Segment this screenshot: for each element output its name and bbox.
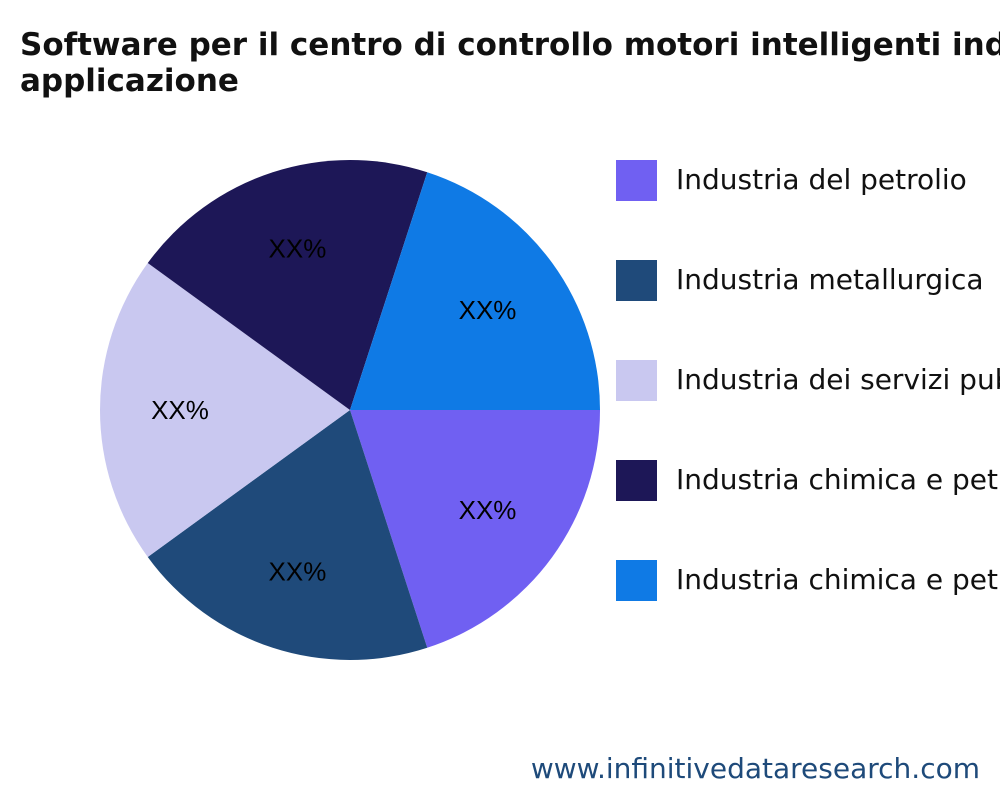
pie-slice-5[interactable] bbox=[350, 172, 600, 410]
pie-slice-label-2: XX% bbox=[269, 557, 327, 587]
pie-slice-label-1: XX% bbox=[459, 495, 517, 525]
legend-label-3: Industria dei servizi pubblici bbox=[676, 363, 1000, 396]
footer-website[interactable]: www.infinitivedataresearch.com bbox=[530, 752, 980, 785]
pie-slice-label-3: XX% bbox=[151, 395, 209, 425]
pie-slice-label-5: XX% bbox=[459, 295, 517, 325]
legend-swatch-2 bbox=[616, 260, 657, 301]
chart-title: Software per il centro di controllo moto… bbox=[20, 27, 1000, 99]
pie-slice-2[interactable] bbox=[147, 410, 428, 660]
legend-swatch-4 bbox=[616, 460, 657, 501]
legend-label-1: Industria del petrolio bbox=[676, 163, 967, 196]
legend-label-5: Industria chimica e petrolchimica bbox=[676, 563, 1000, 596]
pie-slice-1[interactable] bbox=[350, 410, 600, 648]
legend-swatch-1 bbox=[616, 160, 657, 201]
legend-label-2: Industria metallurgica bbox=[676, 263, 984, 296]
pie-slice-label-4: XX% bbox=[269, 233, 327, 263]
legend-swatch-3 bbox=[616, 360, 657, 401]
legend-swatch-5 bbox=[616, 560, 657, 601]
legend-label-4: Industria chimica e petrolchimica bbox=[676, 463, 1000, 496]
pie-slice-4[interactable] bbox=[147, 160, 428, 410]
pie-slice-3[interactable] bbox=[100, 263, 350, 557]
